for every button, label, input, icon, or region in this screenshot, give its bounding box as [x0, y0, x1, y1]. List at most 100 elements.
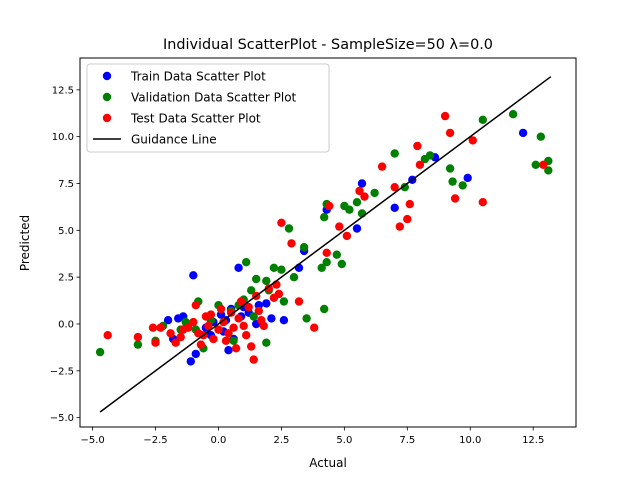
legend-label: Train Data Scatter Plot [130, 70, 266, 84]
data-point [236, 297, 246, 306]
data-point [337, 259, 346, 269]
data-point [242, 258, 251, 267]
data-point [352, 224, 362, 233]
y-tick-label: 7.5 [58, 179, 74, 190]
data-point [226, 308, 236, 317]
data-point [166, 329, 175, 338]
y-tick-label: 0.0 [58, 319, 74, 330]
data-point [224, 346, 233, 355]
data-point [360, 192, 369, 201]
data-point [279, 316, 289, 325]
data-point [342, 231, 352, 241]
legend-label: Validation Data Scatter Plot [131, 91, 297, 105]
data-point [179, 325, 188, 334]
plot-frame [79, 57, 577, 428]
data-point [189, 271, 198, 280]
data-point [262, 299, 271, 308]
data-point [400, 183, 409, 192]
data-point [171, 338, 180, 347]
data-point [216, 304, 226, 314]
data-point [345, 205, 354, 214]
data-point [518, 128, 528, 138]
data-point [445, 164, 455, 173]
legend-label: Guidance Line [131, 133, 217, 147]
tick-layer: −5.0 −2.5 0.0 2.5 5.0 7.5 10.0 12.5 −5.0 −2.5 0.0 2… [50, 85, 545, 446]
data-point [357, 179, 367, 188]
x-tick-label: 12.5 [522, 435, 544, 446]
data-point [264, 284, 273, 293]
data-point [302, 314, 311, 323]
data-point [224, 329, 233, 338]
y-tick-label: 12.5 [52, 85, 74, 96]
data-point [252, 274, 261, 284]
legend-label: Test Data Scatter Plot [130, 112, 261, 126]
chart-title: Individual ScatterPlot - SampleSize=50 λ… [163, 37, 493, 53]
data-point [405, 199, 414, 209]
data-point [269, 263, 279, 272]
data-point [247, 286, 256, 295]
data-point [425, 151, 435, 160]
data-point [463, 173, 472, 183]
data-point [277, 218, 286, 227]
data-point [151, 338, 160, 347]
data-point [234, 263, 243, 272]
x-tick-label: 5.0 [336, 435, 352, 446]
data-point [294, 297, 304, 306]
legend-marker [102, 71, 112, 81]
data-point [299, 243, 309, 252]
data-point [355, 186, 364, 196]
data-point [390, 183, 399, 192]
data-point [277, 265, 286, 274]
series-2 [103, 111, 548, 364]
data-point [262, 338, 271, 347]
data-point [267, 314, 276, 323]
data-point [95, 347, 105, 357]
data-point [448, 177, 457, 186]
data-point [322, 258, 331, 267]
x-tick-label: 10.0 [459, 435, 481, 446]
data-point [214, 325, 223, 334]
data-point [219, 317, 228, 327]
legend: Train Data Scatter Plot Validation Data S… [86, 63, 330, 153]
data-point [163, 316, 173, 325]
data-point [221, 336, 231, 345]
data-point [206, 310, 216, 319]
data-point [317, 263, 326, 272]
data-point [133, 332, 143, 342]
data-point [440, 111, 450, 121]
data-point [310, 323, 319, 332]
data-point [257, 316, 266, 325]
y-tick-label: −2.5 [50, 366, 74, 377]
data-point [332, 250, 341, 259]
data-point [244, 302, 253, 312]
data-point [458, 181, 467, 190]
data-point [390, 149, 399, 158]
data-point [352, 198, 362, 207]
data-point [191, 301, 200, 310]
data-point [403, 214, 412, 224]
data-point [249, 312, 258, 321]
data-point [445, 128, 455, 138]
data-point [242, 331, 251, 340]
data-point [415, 160, 425, 169]
data-point [186, 357, 195, 366]
data-point [156, 323, 165, 332]
data-point [287, 239, 296, 248]
data-point [133, 340, 143, 349]
data-point [204, 321, 213, 331]
data-point [189, 317, 198, 327]
data-point [395, 222, 404, 231]
legend-box [86, 63, 330, 153]
data-point [196, 340, 206, 349]
data-point [377, 162, 387, 171]
x-tick-label: 2.5 [273, 435, 289, 446]
data-point [229, 323, 238, 332]
data-point [450, 194, 460, 203]
data-point [390, 203, 399, 212]
data-point [274, 289, 284, 299]
data-point [536, 132, 545, 141]
x-tick-label: −2.5 [143, 435, 167, 446]
data-point [239, 321, 248, 331]
data-point [531, 160, 540, 169]
